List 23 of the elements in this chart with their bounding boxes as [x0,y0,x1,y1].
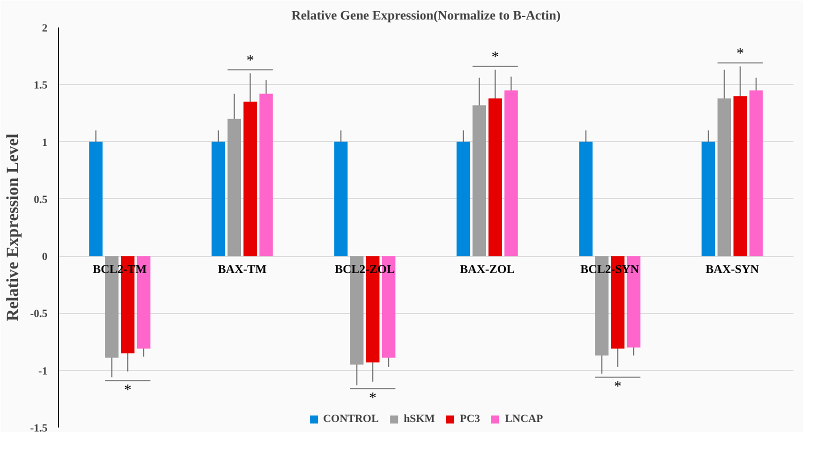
legend-label: PC3 [460,413,480,425]
y-tick-label: 0.5 [34,194,48,206]
x-tick-label: BAX-SYN [706,262,760,276]
y-tick-label: 1 [42,136,48,149]
y-tick-label: 1.5 [34,80,48,92]
x-tick-label: BAX-ZOL [460,262,515,276]
chart-title: Relative Gene Expression(Normalize to B-Actin) [291,8,561,22]
annotation: * [124,382,132,399]
legend-label: hSKM [404,413,435,425]
annotation: * [368,390,376,407]
x-tick-label: BAX-TM [218,262,267,276]
annotation: * [614,379,622,396]
legend-label: LNCAP [505,413,543,425]
annotation: * [736,46,744,62]
y-axis-title: Relative Expression Level [3,133,22,322]
y-tick-label: 2 [42,22,48,34]
annotation: * [491,49,499,66]
y-tick-label: 0 [42,251,48,264]
y-tick-label: -1 [38,365,48,378]
legend-label: CONTROL [323,413,379,425]
y-tick-label: -1.5 [30,422,48,434]
annotation: * [246,52,254,69]
y-tick-label: -0.5 [30,308,48,320]
